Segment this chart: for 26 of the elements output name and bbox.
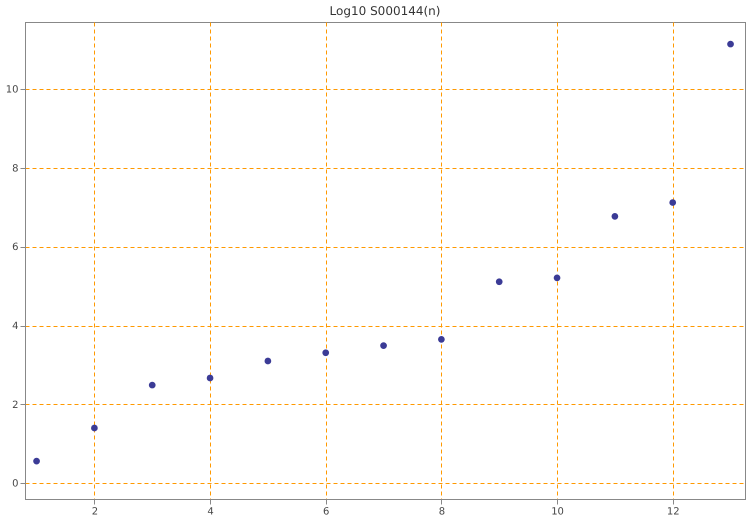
point — [206, 374, 214, 382]
point — [669, 199, 676, 206]
y-tick-label: 8 — [12, 163, 18, 174]
point — [612, 213, 618, 220]
y-tick-label: 2 — [12, 400, 18, 411]
point — [438, 336, 445, 343]
point — [380, 342, 387, 349]
point — [91, 424, 98, 432]
point — [33, 458, 40, 465]
y-tick-label: 10 — [6, 84, 18, 96]
y-tick-label: 6 — [12, 242, 18, 254]
point — [727, 40, 734, 48]
x-tick-label: 8 — [438, 506, 446, 518]
x-tick-label: 12 — [666, 506, 680, 518]
point — [264, 358, 272, 364]
x-tick-label: 4 — [207, 506, 214, 518]
chart-title: Log10 S000144(n) — [330, 4, 440, 18]
y-tick-label: 4 — [12, 321, 18, 332]
point — [148, 382, 156, 388]
x-tick-label: 2 — [92, 506, 98, 518]
x-tick-label: 10 — [551, 506, 564, 518]
y-tick-label: 0 — [12, 478, 18, 490]
x-tick-label: 6 — [323, 506, 330, 518]
point — [554, 274, 560, 282]
point — [496, 278, 503, 286]
point — [322, 349, 330, 356]
